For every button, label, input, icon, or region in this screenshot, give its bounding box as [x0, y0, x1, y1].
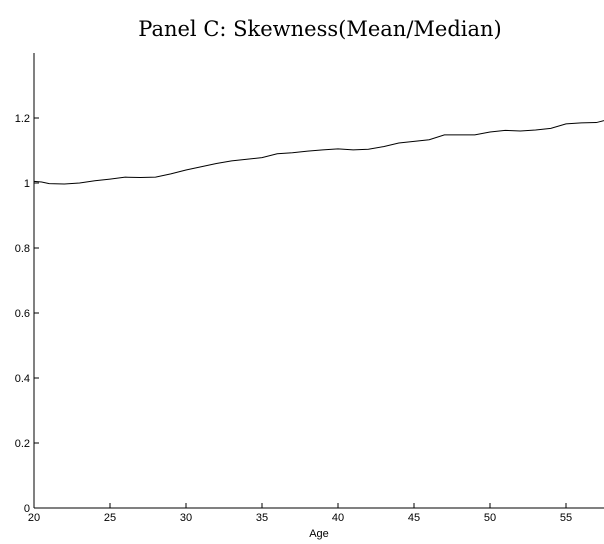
y-tick-label: 1.2	[15, 113, 30, 125]
x-tick-label: 55	[560, 512, 572, 524]
y-tick-label: 0.4	[15, 373, 30, 385]
x-axis-label: Age	[309, 528, 329, 540]
y-tick-label: 0.8	[15, 243, 30, 255]
x-tick-label: 50	[484, 512, 496, 524]
x-tick-label: 40	[332, 512, 344, 524]
y-tick-label: 0	[24, 503, 30, 515]
series-group	[33, 120, 604, 185]
x-axis-ticks: 20 25 30 35 40 45 50 55	[28, 503, 572, 524]
x-tick-label: 20	[28, 512, 40, 524]
series-line	[33, 120, 604, 185]
y-tick-label: 0.2	[15, 438, 30, 450]
x-tick-label: 30	[180, 512, 192, 524]
x-tick-label: 35	[256, 512, 268, 524]
chart-title: Panel C: Skewness(Mean/Median)	[138, 17, 501, 41]
x-tick-label: 25	[104, 512, 116, 524]
plot-axes	[33, 53, 604, 509]
y-axis-ticks: 0 0.2 0.4 0.6 0.8 1 1.2	[15, 113, 39, 515]
x-tick-label: 45	[408, 512, 420, 524]
y-tick-label: 0.6	[15, 308, 30, 320]
y-tick-label: 1	[24, 178, 30, 190]
